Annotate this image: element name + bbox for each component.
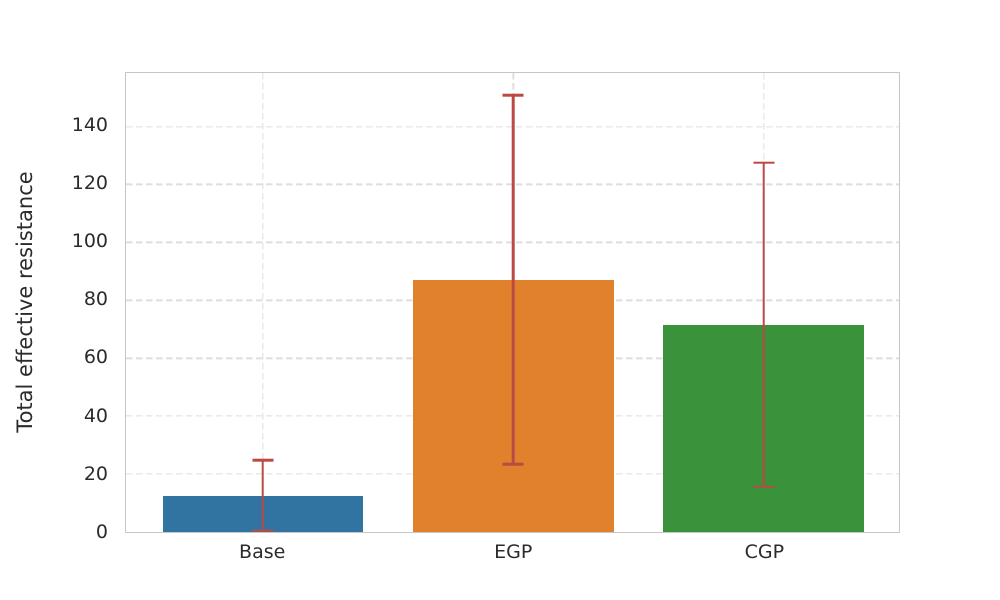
error-bar-line [261,460,265,531]
y-axis-ticks: 0 20 40 60 80 100 120 140 [0,72,108,543]
y-tick-label: 120 [71,172,108,195]
error-bar-cap-bottom [502,462,524,466]
x-axis-ticks: Base EGP CGP [125,541,900,571]
error-bar-line [511,95,515,465]
error-bar-cap-top [753,161,775,165]
error-bar-cap-bottom [252,529,274,532]
error-bar-line [762,162,766,487]
x-tick-label-base: Base [239,541,286,563]
y-tick-label: 100 [71,230,108,253]
y-tick-label: 140 [71,113,108,136]
y-tick-label: 40 [83,404,108,427]
plot-area [125,72,900,533]
x-tick-label-cgp: CGP [744,541,785,563]
y-tick-label: 80 [83,288,108,311]
y-tick-label: 60 [83,346,108,369]
vertical-gridline [262,73,264,532]
error-bar-cap-bottom [753,485,775,488]
x-tick-label-egp: EGP [494,541,533,563]
y-tick-label: 20 [83,462,108,485]
error-bar-cap-top [252,459,274,462]
error-bar-cap-top [502,94,524,97]
error-bars-layer [126,73,899,532]
y-tick-label: 0 [95,521,108,544]
